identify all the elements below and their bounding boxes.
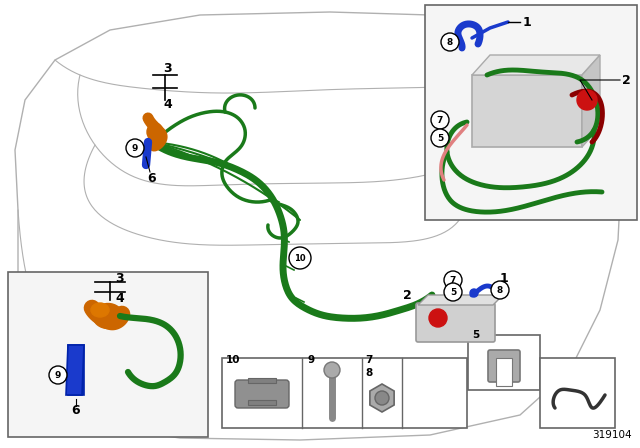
Ellipse shape xyxy=(147,123,163,141)
Text: 9: 9 xyxy=(132,143,138,152)
Text: 4: 4 xyxy=(115,292,124,305)
FancyBboxPatch shape xyxy=(235,380,289,408)
Text: 5: 5 xyxy=(472,330,479,340)
Circle shape xyxy=(470,289,478,297)
Text: 2: 2 xyxy=(622,73,631,86)
Text: 7: 7 xyxy=(437,116,443,125)
Text: 2: 2 xyxy=(403,289,412,302)
Text: 8: 8 xyxy=(447,38,453,47)
Ellipse shape xyxy=(93,303,123,328)
FancyBboxPatch shape xyxy=(416,303,495,342)
Bar xyxy=(496,358,512,386)
Text: 3: 3 xyxy=(164,61,172,74)
Bar xyxy=(68,345,84,395)
Circle shape xyxy=(289,247,311,269)
Text: 1: 1 xyxy=(500,271,509,284)
Text: 8: 8 xyxy=(365,368,372,378)
Text: 10: 10 xyxy=(226,355,241,365)
Bar xyxy=(248,400,276,405)
Ellipse shape xyxy=(91,303,109,317)
Circle shape xyxy=(491,281,509,299)
Text: 10: 10 xyxy=(294,254,306,263)
Text: 9: 9 xyxy=(307,355,314,365)
Bar xyxy=(222,358,467,428)
Circle shape xyxy=(431,111,449,129)
Text: 7: 7 xyxy=(365,355,372,365)
Circle shape xyxy=(126,139,144,157)
Text: 3: 3 xyxy=(115,271,124,284)
Polygon shape xyxy=(582,55,600,147)
Circle shape xyxy=(444,283,462,301)
Text: 9: 9 xyxy=(55,370,61,379)
Circle shape xyxy=(375,391,389,405)
Bar xyxy=(540,358,615,428)
Text: 5: 5 xyxy=(450,288,456,297)
Polygon shape xyxy=(472,55,600,75)
Circle shape xyxy=(577,90,597,110)
Text: 319104: 319104 xyxy=(593,430,632,440)
Bar xyxy=(8,272,208,437)
Text: 7: 7 xyxy=(450,276,456,284)
Text: 6: 6 xyxy=(148,172,156,185)
Bar xyxy=(425,5,637,220)
Text: 6: 6 xyxy=(72,404,80,417)
Polygon shape xyxy=(66,345,84,395)
Text: 8: 8 xyxy=(497,285,503,294)
Circle shape xyxy=(441,33,459,51)
Polygon shape xyxy=(418,295,503,305)
Circle shape xyxy=(49,366,67,384)
Polygon shape xyxy=(370,384,394,412)
Bar xyxy=(468,335,540,390)
Text: 1: 1 xyxy=(523,16,532,29)
Bar xyxy=(248,378,276,383)
Circle shape xyxy=(444,271,462,289)
FancyBboxPatch shape xyxy=(488,350,520,382)
Circle shape xyxy=(431,129,449,147)
Circle shape xyxy=(324,362,340,378)
Text: 4: 4 xyxy=(164,98,172,111)
Circle shape xyxy=(429,309,447,327)
Text: 5: 5 xyxy=(437,134,443,142)
Bar xyxy=(472,75,582,147)
